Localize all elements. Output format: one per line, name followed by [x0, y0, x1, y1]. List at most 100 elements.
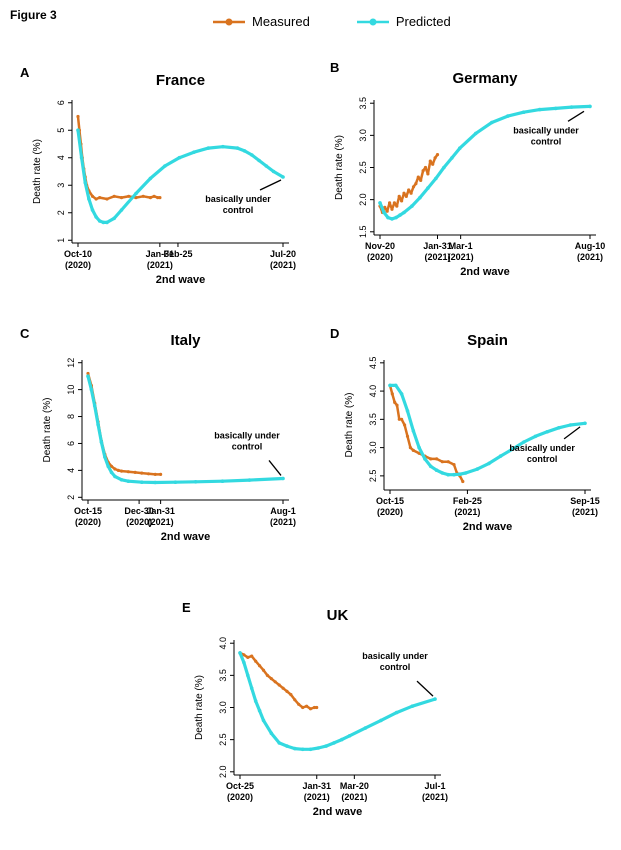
x-tick-label-b-3: Aug-10 — [575, 241, 606, 251]
data-point-e-measured-13 — [289, 693, 293, 697]
data-point-c-predicted-10 — [126, 479, 131, 483]
data-point-e-predicted-0 — [238, 651, 242, 655]
data-point-d-predicted-6 — [423, 457, 427, 461]
data-point-c-predicted-3 — [96, 422, 100, 427]
data-point-a-predicted-17 — [221, 144, 225, 149]
data-point-c-predicted-15 — [220, 479, 225, 483]
x-axis-label-c: 2nd wave — [161, 531, 211, 543]
data-point-a-measured-8 — [90, 194, 95, 198]
x-axis-label-e: 2nd wave — [313, 806, 363, 818]
y-tick-label-d-0: 2.5 — [368, 470, 378, 483]
data-point-b-measured-6 — [392, 201, 396, 205]
data-point-b-predicted-12 — [450, 156, 454, 160]
x-tick-label-a-2: Feb-25 — [163, 249, 192, 259]
y-tick-label-c-3: 8 — [66, 414, 76, 419]
data-point-e-measured-9 — [273, 680, 277, 684]
data-point-a-predicted-20 — [250, 153, 254, 157]
y-tick-label-e-0: 2.0 — [218, 766, 228, 779]
x-tick-sublabel-e-0: (2020) — [227, 792, 253, 802]
data-point-e-predicted-6 — [261, 718, 266, 723]
data-point-b-measured-17 — [419, 178, 423, 182]
x-tick-sublabel-b-2: (2021) — [448, 252, 474, 262]
x-tick-sublabel-e-2: (2021) — [341, 792, 367, 802]
data-point-e-predicted-20 — [394, 710, 399, 715]
data-point-c-measured-12 — [133, 470, 137, 474]
data-point-b-predicted-9 — [426, 186, 430, 190]
chart-title-b: Germany — [452, 70, 518, 87]
chart-a: A France 1 2 3 4 5 6 Death rate (%) Oct-10(2020) J… — [20, 65, 296, 286]
data-point-b-predicted-0 — [378, 201, 382, 205]
x-tick-sublabel-b-0: (2020) — [367, 252, 393, 262]
data-point-e-predicted-12 — [308, 747, 313, 752]
data-point-c-predicted-11 — [140, 480, 144, 484]
chart-title-e: UK — [327, 607, 349, 624]
data-point-e-predicted-8 — [277, 741, 281, 745]
data-point-e-predicted-3 — [249, 686, 254, 690]
data-point-e-predicted-22 — [433, 697, 437, 701]
x-tick-sublabel-d-1: (2021) — [454, 507, 480, 517]
y-tick-label-d-2: 3.5 — [368, 413, 378, 426]
data-point-b-predicted-1 — [382, 210, 386, 215]
data-point-c-predicted-13 — [173, 480, 178, 484]
data-point-e-measured-10 — [277, 683, 281, 687]
data-point-a-measured-16 — [141, 194, 145, 198]
data-point-d-predicted-15 — [487, 461, 491, 466]
x-tick-sublabel-d-2: (2021) — [572, 507, 598, 517]
x-tick-sublabel-e-3: (2021) — [422, 792, 448, 802]
data-point-c-measured-14 — [146, 472, 151, 476]
data-point-a-predicted-1 — [79, 155, 84, 160]
data-point-d-predicted-11 — [452, 472, 456, 477]
data-point-e-predicted-11 — [300, 747, 305, 752]
y-tick-label-d-1: 3.0 — [368, 441, 378, 454]
data-point-b-measured-23 — [433, 156, 437, 160]
data-point-e-predicted-19 — [379, 718, 383, 723]
data-point-e-predicted-7 — [269, 731, 274, 735]
data-point-b-predicted-16 — [506, 114, 510, 118]
data-point-d-predicted-16 — [498, 454, 503, 458]
data-point-d-predicted-3 — [405, 409, 410, 413]
data-point-a-predicted-10 — [119, 208, 124, 212]
legend-swatch-measured — [213, 18, 245, 25]
data-point-c-measured-11 — [126, 470, 130, 474]
data-point-d-measured-7 — [405, 434, 410, 438]
annotation-leader-e — [416, 680, 434, 697]
data-point-a-measured-19 — [156, 196, 160, 200]
data-point-e-measured-7 — [265, 673, 269, 677]
data-point-d-predicted-8 — [434, 468, 439, 472]
data-point-c-predicted-16 — [247, 478, 252, 482]
panel-c: C Italy 2 4 6 8 10 12 Death rate (%) Oct-15 (2020)… — [0, 318, 310, 568]
x-tick-sublabel-c-0: (2020) — [75, 517, 101, 527]
annotation-line2-c: control — [232, 441, 263, 451]
data-point-d-predicted-22 — [568, 423, 573, 427]
data-point-d-measured-5 — [400, 417, 404, 421]
x-axis-label-d: 2nd wave — [463, 521, 513, 533]
data-point-d-measured-6 — [403, 423, 407, 427]
data-point-e-measured-3 — [250, 654, 254, 658]
data-point-b-measured-4 — [388, 201, 392, 205]
data-point-e-predicted-2 — [246, 673, 250, 678]
y-tick-label-e-3: 3.5 — [218, 669, 228, 682]
data-point-a-predicted-12 — [148, 176, 153, 181]
data-point-c-measured-8 — [113, 467, 117, 471]
series-line-a-measured — [76, 115, 162, 201]
panel-label-d: D — [330, 326, 339, 341]
data-point-b-measured-9 — [400, 199, 404, 203]
data-point-a-measured-14 — [127, 194, 131, 198]
data-point-a-predicted-14 — [177, 155, 182, 160]
data-point-d-predicted-2 — [399, 392, 404, 396]
data-point-c-measured-15 — [153, 472, 157, 476]
y-tick-label-c-4: 10 — [66, 385, 76, 395]
annotation-leader-c — [268, 460, 282, 476]
data-point-d-predicted-4 — [411, 428, 416, 433]
data-point-a-predicted-21 — [257, 158, 261, 163]
data-point-b-predicted-17 — [521, 110, 526, 114]
x-axis-label-a: 2nd wave — [156, 274, 206, 286]
data-point-d-measured-14 — [440, 460, 444, 464]
panel-label-c: C — [20, 326, 30, 341]
x-tick-label-b-2: Mar-1 — [449, 241, 473, 251]
data-point-c-measured-9 — [116, 468, 120, 472]
data-point-e-measured-12 — [285, 689, 289, 693]
x-tick-sublabel-b-1: (2021) — [424, 252, 450, 262]
data-point-c-predicted-17 — [281, 476, 285, 481]
